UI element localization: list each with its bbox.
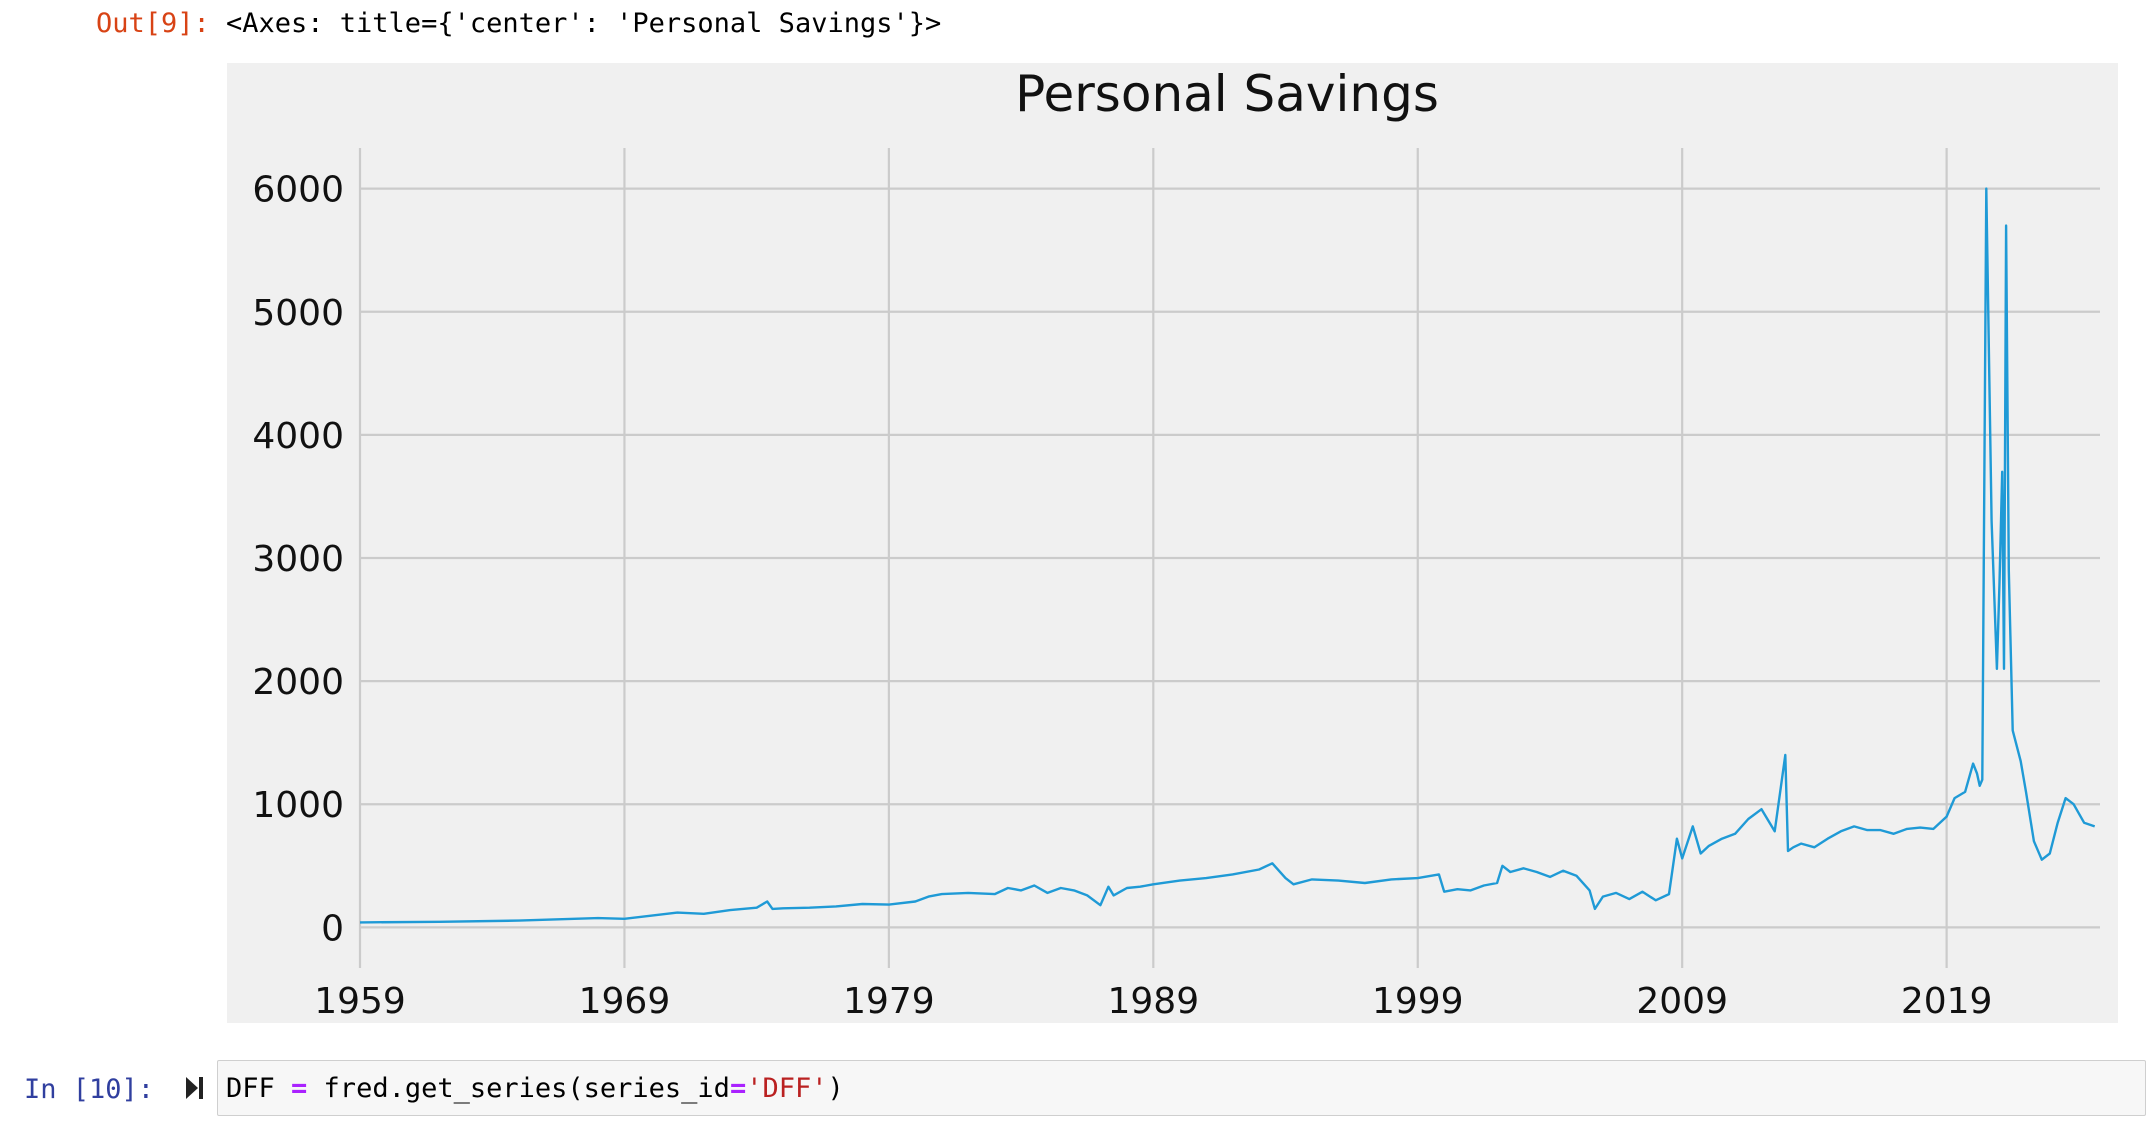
x-tick-label: 1979 [843, 981, 935, 1022]
input-prompt: In [10]: [24, 1074, 155, 1105]
y-tick-label: 4000 [252, 416, 344, 457]
x-tick-label: 1969 [579, 981, 671, 1022]
code-line: DFF = fred.get_series(series_id='DFF') [226, 1073, 844, 1104]
x-tick-label: 1959 [314, 981, 406, 1022]
y-tick-label: 1000 [252, 785, 344, 826]
code-close-paren: ) [827, 1073, 844, 1104]
code-var: DFF [226, 1073, 292, 1104]
code-operator-kw: = [729, 1073, 747, 1104]
y-tick-label: 2000 [252, 662, 344, 703]
code-operator: = [291, 1073, 308, 1104]
y-tick-label: 6000 [252, 170, 344, 211]
y-tick-label: 0 [321, 908, 344, 949]
code-input-cell[interactable]: DFF = fred.get_series(series_id='DFF') [217, 1060, 2146, 1116]
plot-background [227, 63, 2118, 1023]
axes-repr-text: <Axes: title={'center': 'Personal Saving… [226, 8, 942, 39]
series-line-personal-savings [359, 187, 2096, 924]
code-string: 'DFF' [746, 1073, 828, 1104]
chart-title: Personal Savings [1015, 65, 1439, 123]
y-tick-label: 3000 [252, 539, 344, 580]
y-tick-label: 5000 [252, 293, 344, 334]
output-prompt: Out[9]: [96, 8, 210, 39]
y-tick-labels: 0 1000 2000 3000 4000 5000 6000 [252, 170, 344, 950]
code-call: fred.get_series(series_id [307, 1073, 730, 1104]
personal-savings-chart: 0 1000 2000 3000 4000 5000 6000 1959 1969 1979 19… [227, 63, 2118, 1023]
x-tick-label: 2019 [1901, 981, 1993, 1022]
x-tick-label: 1999 [1372, 981, 1464, 1022]
y-gridlines [360, 187, 2100, 929]
x-tick-labels: 1959 1969 1979 1989 1999 2009 2019 [314, 981, 1992, 1022]
x-tick-label: 1989 [1108, 981, 1200, 1022]
x-tick-label: 2009 [1636, 981, 1728, 1022]
run-cell-icon[interactable] [184, 1075, 206, 1101]
